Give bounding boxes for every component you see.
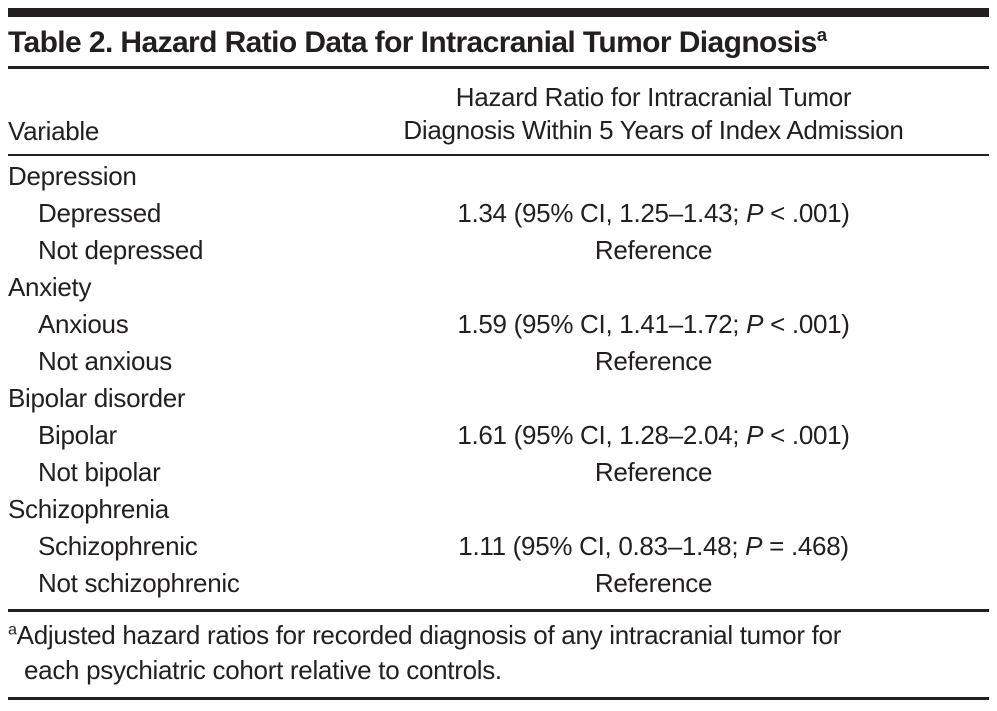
column-header-hazard-line2: Diagnosis Within 5 Years of Index Admiss… xyxy=(403,115,904,145)
value-pre: Reference xyxy=(594,457,713,487)
row-label: Depressed xyxy=(38,198,162,228)
row-label: Not bipolar xyxy=(38,457,161,487)
table-row: Schizophrenia xyxy=(8,491,989,528)
row-value: Reference xyxy=(318,346,989,377)
table-header-row: Variable Hazard Ratio for Intracranial T… xyxy=(8,69,989,156)
value-pre: Reference xyxy=(594,235,713,265)
column-header-hazard-ratio: Hazard Ratio for Intracranial Tumor Diag… xyxy=(318,81,989,147)
value-post: < .001) xyxy=(763,309,850,339)
value-p: P xyxy=(746,309,764,339)
table-row: Not anxious Reference xyxy=(8,343,989,380)
footnote-block: aAdjusted hazard ratios for recorded dia… xyxy=(8,609,989,700)
row-label: Bipolar xyxy=(38,420,117,450)
table-row: Not schizophrenic Reference xyxy=(8,565,989,602)
table-2-container: Table 2. Hazard Ratio Data for Intracran… xyxy=(0,8,997,711)
row-label: Bipolar disorder xyxy=(8,383,186,413)
table-row: Bipolar disorder xyxy=(8,380,989,417)
table-row: Depressed 1.34 (95% CI, 1.25–1.43; P < .… xyxy=(8,195,989,232)
value-pre: Reference xyxy=(594,568,713,598)
value-pre: Reference xyxy=(594,346,713,376)
value-pre: 1.61 (95% CI, 1.28–2.04; xyxy=(457,420,747,450)
footnote-text1: Adjusted hazard ratios for recorded diag… xyxy=(16,620,842,650)
row-label: Not schizophrenic xyxy=(38,568,240,598)
table-body: Depression Depressed 1.34 (95% CI, 1.25–… xyxy=(8,156,989,602)
table-row: Not bipolar Reference xyxy=(8,454,989,491)
row-value: Reference xyxy=(318,235,989,266)
row-label: Not depressed xyxy=(38,235,204,265)
footnote-line2: each psychiatric cohort relative to cont… xyxy=(24,655,502,685)
row-value: Reference xyxy=(318,457,989,488)
value-p: P xyxy=(745,531,763,561)
row-value: 1.11 (95% CI, 0.83–1.48; P = .468) xyxy=(318,531,989,562)
row-value: 1.61 (95% CI, 1.28–2.04; P < .001) xyxy=(318,420,989,451)
row-label: Schizophrenia xyxy=(8,494,169,524)
column-header-hazard-line1: Hazard Ratio for Intracranial Tumor xyxy=(455,82,852,112)
footnote-line1: aAdjusted hazard ratios for recorded dia… xyxy=(8,618,989,653)
table-title: Table 2. Hazard Ratio Data for Intracran… xyxy=(8,24,989,60)
row-value: 1.34 (95% CI, 1.25–1.43; P < .001) xyxy=(318,198,989,229)
row-label: Anxiety xyxy=(8,272,92,302)
table-row: Schizophrenic 1.11 (95% CI, 0.83–1.48; P… xyxy=(8,528,989,565)
row-value: Reference xyxy=(318,568,989,599)
table-row: Depression xyxy=(8,158,989,195)
table-title-superscript: a xyxy=(816,24,827,45)
row-label: Depression xyxy=(8,161,137,191)
table-row: Anxiety xyxy=(8,269,989,306)
value-post: < .001) xyxy=(763,198,850,228)
table-row: Not depressed Reference xyxy=(8,232,989,269)
top-rule xyxy=(8,8,989,17)
row-label: Schizophrenic xyxy=(38,531,198,561)
table-row: Bipolar 1.61 (95% CI, 1.28–2.04; P < .00… xyxy=(8,417,989,454)
title-block: Table 2. Hazard Ratio Data for Intracran… xyxy=(8,17,989,69)
table-row: Anxious 1.59 (95% CI, 1.41–1.72; P < .00… xyxy=(8,306,989,343)
value-pre: 1.34 (95% CI, 1.25–1.43; xyxy=(457,198,747,228)
value-p: P xyxy=(746,198,764,228)
value-pre: 1.59 (95% CI, 1.41–1.72; xyxy=(457,309,747,339)
value-p: P xyxy=(746,420,764,450)
row-label: Not anxious xyxy=(38,346,172,376)
row-value: 1.59 (95% CI, 1.41–1.72; P < .001) xyxy=(318,309,989,340)
value-post: < .001) xyxy=(763,420,850,450)
footnote-superscript: a xyxy=(8,620,17,639)
table-title-text: Table 2. Hazard Ratio Data for Intracran… xyxy=(8,26,817,59)
column-header-variable: Variable xyxy=(8,116,100,146)
row-label: Anxious xyxy=(38,309,129,339)
value-pre: 1.11 (95% CI, 0.83–1.48; xyxy=(458,531,746,561)
value-post: = .468) xyxy=(762,531,849,561)
